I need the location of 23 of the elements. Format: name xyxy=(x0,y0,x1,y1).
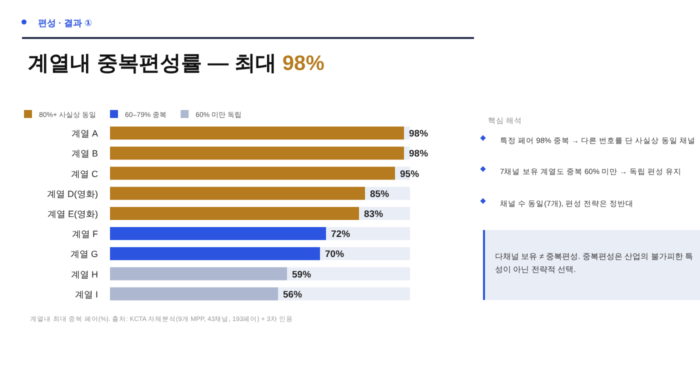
data-label: 85% xyxy=(370,188,390,200)
chart-title: 계열내 중복편성률 — 최대 98% xyxy=(28,52,325,75)
y-tick-label: 계열 F xyxy=(72,229,98,240)
y-tick-label: 계열 G xyxy=(70,249,98,260)
text: 다채널 보유 ≠ 중복편성. 중복편성은 산업의 불가피한 특성이 아닌 전략적 선택. xyxy=(495,251,694,276)
data-label: 70% xyxy=(325,249,345,260)
y-tick-label: 계열 E(영화) xyxy=(48,208,98,219)
data-label: 59% xyxy=(292,269,312,280)
y-tick-label: 계열 D(영화) xyxy=(47,188,98,199)
data-label: 98% xyxy=(409,148,429,160)
data-label: 83% xyxy=(364,208,384,220)
y-tick-label: 계열 I xyxy=(74,289,98,300)
data-label: 72% xyxy=(331,229,351,240)
data-label: 95% xyxy=(400,168,420,180)
chart-subtitle: 편성 · 결과 ① xyxy=(38,18,92,28)
data-label: 98% xyxy=(409,128,429,140)
y-tick-label: 계열 B xyxy=(71,148,98,159)
bar xyxy=(110,126,404,140)
bar xyxy=(110,146,404,160)
data-label: 56% xyxy=(283,289,303,300)
y-tick-label: 계열 H xyxy=(71,269,98,280)
y-tick-label: 계열 C xyxy=(71,168,98,179)
y-tick-label: 계열 A xyxy=(71,128,98,139)
